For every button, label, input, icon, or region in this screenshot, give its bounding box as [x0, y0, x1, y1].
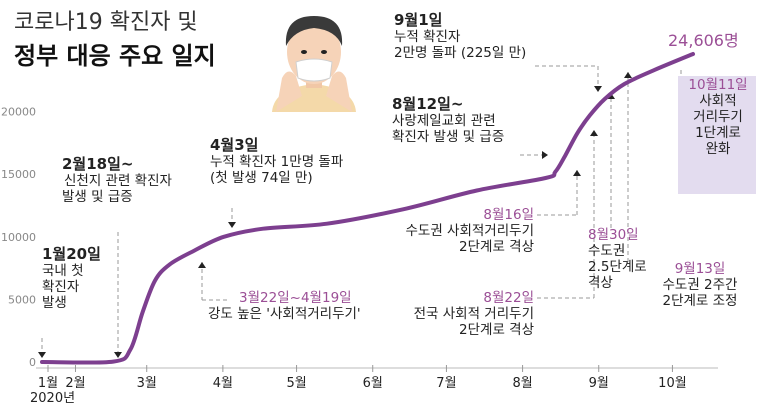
- annotation-aug22-line: 2단계로 격상: [459, 321, 534, 338]
- annotation-apr3-line: 누적 확진자 1만명 돌파: [210, 153, 344, 170]
- confirmed-cases-line: [40, 52, 695, 365]
- leader-arrowhead: [573, 170, 581, 176]
- annotation-jan20-line: 발생: [42, 294, 67, 311]
- y-tick-label: 0: [29, 356, 36, 369]
- annotation-feb18: 2월18일~ 신천지 관련 확진자 발생 및 급증: [62, 155, 172, 206]
- annotation-aug30-line: 2.5단계로: [588, 258, 647, 275]
- y-tick-label: 5000: [8, 293, 36, 306]
- x-tick-label: 4월: [213, 376, 233, 391]
- leader-arrowhead: [198, 262, 206, 268]
- annotation-apr3-line: (첫 발생 74일 만): [210, 169, 313, 186]
- annotation-feb18-date: 2월18일~: [62, 155, 134, 173]
- annotation-sep1: 9월1일 누적 확진자 2만명 돌파 (225일 만): [394, 11, 527, 62]
- x-tick-label: 9월: [589, 376, 609, 391]
- x-tick-label: 6월: [363, 376, 383, 391]
- annotation-oct11-date: 10월11일: [688, 77, 748, 93]
- annotation-feb18-line: 발생 및 급증: [62, 188, 133, 205]
- leader-arrowhead: [542, 151, 548, 159]
- annotation-aug12-line: 사랑제일교회 관련: [392, 112, 496, 129]
- title-line1: 코로나19 확진자 및: [14, 10, 198, 35]
- annotation-aug22-date: 8월22일: [483, 290, 534, 306]
- x-tick-label: 10월: [658, 376, 687, 391]
- annotation-sep13-date: 9월13일: [674, 261, 726, 277]
- x-tick-label: 8월: [512, 376, 532, 391]
- leader-arrowhead: [624, 72, 632, 78]
- y-tick-label: 20000: [1, 106, 36, 119]
- annotation-oct11-line: 1단계로: [695, 124, 741, 141]
- annotation-sep13-line: 수도권 2주간: [662, 276, 738, 293]
- annotation-jan20: 1월20일 국내 첫 확진자 발생: [42, 245, 101, 312]
- annotation-jan20-line: 확진자: [42, 278, 80, 295]
- annotation-aug16: 8월16일 수도권 사회적거리두기 2단계로 격상: [386, 207, 535, 256]
- annotation-aug12: 8월12일~ 사랑제일교회 관련 확진자 발생 및 급증: [392, 95, 505, 146]
- annotation-sep13: 9월13일 수도권 2주간 2단계로 조정: [640, 261, 760, 310]
- x-tick-label: 2월: [65, 376, 85, 391]
- person-wearing-mask-icon: [272, 16, 356, 112]
- annotation-aug12-line: 확진자 발생 및 급증: [392, 128, 505, 145]
- annotation-apr3: 4월3일 누적 확진자 1만명 돌파 (첫 발생 74일 만): [210, 136, 344, 187]
- leader-arrowhead: [594, 86, 602, 92]
- y-tick-label: 15000: [1, 168, 36, 181]
- leader-arrowhead: [114, 352, 122, 358]
- annotation-sep13-line: 2단계로 조정: [662, 292, 738, 309]
- x-tick-label: 3월: [137, 376, 157, 391]
- x-tick-label: 5월: [286, 376, 306, 391]
- annotation-aug30: 8월30일 수도권 2.5단계로 격상: [588, 227, 647, 292]
- x-year-label: 2020년: [30, 391, 76, 406]
- final-value-label: 24,606명: [668, 31, 739, 50]
- leader-arrowhead: [228, 222, 236, 228]
- x-tick-label: 1월: [38, 376, 58, 391]
- title-line2: 정부 대응 주요 일지: [14, 42, 216, 70]
- oct11-highlight-box: [678, 76, 756, 194]
- annotation-aug16-date: 8월16일: [483, 207, 534, 223]
- annotation-aug30-line: 격상: [588, 274, 613, 291]
- annotation-oct11-line: 거리두기: [693, 108, 743, 125]
- annotation-sep1-line: 누적 확진자: [394, 28, 461, 45]
- x-tick-label: 7월: [436, 376, 456, 391]
- leader-arrowhead: [590, 130, 598, 136]
- annotation-oct11: 10월11일 사회적 거리두기 1단계로 완화: [680, 77, 756, 158]
- annotation-aug16-line: 수도권 사회적거리두기: [405, 222, 535, 239]
- leader-arrowhead: [38, 352, 46, 358]
- annotation-mar22: 3월22일~4월19일 강도 높은 '사회적거리두기': [208, 290, 361, 323]
- annotation-jan20-line: 국내 첫: [42, 262, 84, 279]
- annotation-mar22-line: 강도 높은 '사회적거리두기': [208, 305, 361, 322]
- annotation-jan20-date: 1월20일: [42, 245, 101, 263]
- annotation-aug22-line: 전국 사회적 거리두기: [413, 305, 534, 322]
- annotation-aug30-line: 수도권: [588, 242, 626, 259]
- annotation-oct11-line: 사회적: [699, 92, 737, 109]
- annotation-feb18-line: 신천지 관련 확진자: [64, 172, 172, 189]
- annotation-aug16-line: 2단계로 격상: [459, 238, 534, 255]
- annotation-oct11-line: 완화: [705, 140, 731, 157]
- annotation-aug22: 8월22일 전국 사회적 거리두기 2단계로 격상: [386, 290, 534, 339]
- annotation-sep1-date: 9월1일: [394, 11, 443, 29]
- annotation-sep1-line: 2만명 돌파 (225일 만): [394, 44, 527, 61]
- annotation-apr3-date: 4월3일: [210, 136, 259, 154]
- y-tick-label: 10000: [1, 231, 36, 244]
- annotation-aug30-date: 8월30일: [588, 227, 639, 243]
- annotation-mar22-date: 3월22일~4월19일: [239, 290, 352, 306]
- annotation-aug12-date: 8월12일~: [392, 95, 464, 113]
